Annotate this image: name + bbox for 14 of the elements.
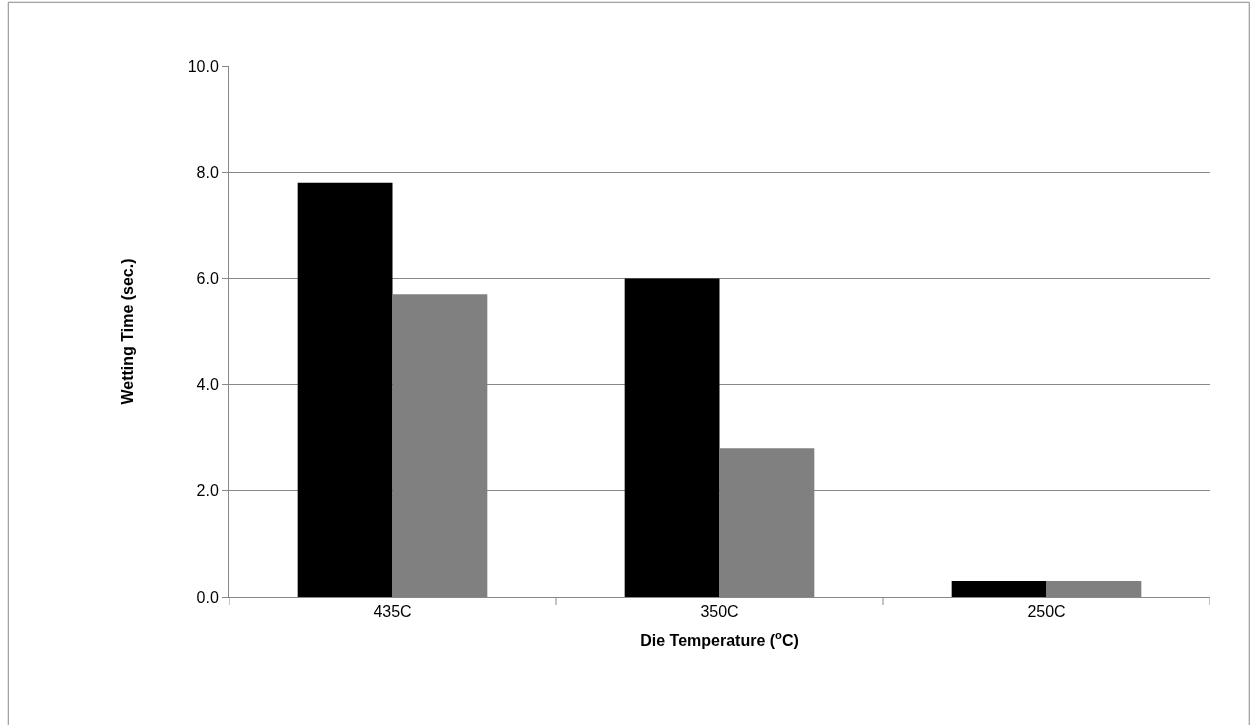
y-tick-label: 6.0: [196, 270, 219, 287]
bar: [297, 182, 393, 597]
y-tick-label: 8.0: [196, 163, 219, 181]
y-tick-label: 2.0: [196, 482, 219, 500]
bar: [951, 581, 1047, 597]
bar: [624, 278, 720, 597]
x-tick-label: 435C: [373, 603, 412, 621]
y-tick-label: 0.0: [196, 588, 219, 606]
x-tick-label: 250C: [1027, 603, 1066, 621]
x-tick-label: 350C: [700, 603, 739, 621]
y-tick-label: 10.0: [187, 57, 219, 75]
x-axis-title: Die Temperature ($^{o}$C): [640, 629, 799, 649]
y-axis-title: Wetting Time (sec.): [118, 258, 136, 405]
y-tick-label: 4.0: [196, 376, 219, 394]
